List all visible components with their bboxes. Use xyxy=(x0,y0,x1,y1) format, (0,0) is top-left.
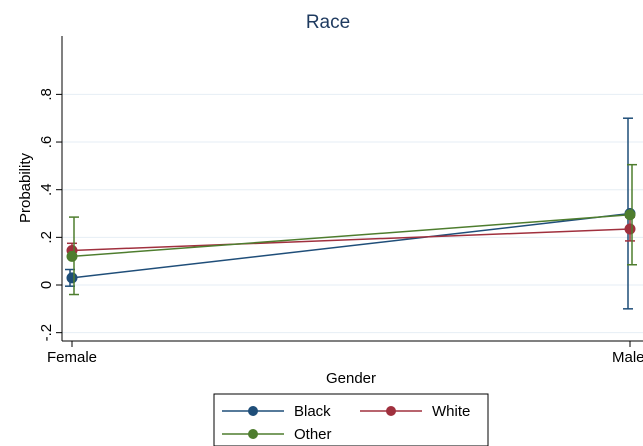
legend-label: White xyxy=(432,403,470,420)
x-axis-title: Gender xyxy=(326,370,376,387)
legend-label: Black xyxy=(294,403,331,420)
legend-item-black: Black xyxy=(222,403,331,420)
series-line xyxy=(71,228,631,252)
legend-label: Other xyxy=(294,426,332,443)
y-tick-label-3: .4 xyxy=(38,183,55,196)
legend-item-other: Other xyxy=(222,426,332,443)
series-line xyxy=(71,212,631,279)
legend: Black White Other xyxy=(213,393,489,446)
legend-swatch-marker xyxy=(386,406,396,416)
legend-box xyxy=(213,393,489,446)
legend-swatch-marker xyxy=(248,406,258,416)
series-line xyxy=(71,213,631,258)
x-tick-label-0: Female xyxy=(47,349,97,366)
series-layer xyxy=(65,117,637,310)
grid-lines xyxy=(62,93,643,334)
x-axis-ticks: Female Male xyxy=(47,341,643,366)
y-tick-label-5: .8 xyxy=(38,88,55,101)
data-point-0 xyxy=(66,250,78,262)
data-point-0 xyxy=(66,272,78,284)
chart-title: Race xyxy=(306,12,350,33)
y-tick-label-4: .6 xyxy=(38,136,55,149)
legend-item-white: White xyxy=(360,403,470,420)
y-axis-ticks: -.2 0 .2 .4 .6 .8 xyxy=(38,88,62,341)
x-tick-label-1: Male xyxy=(612,349,643,366)
y-axis-title: Probability xyxy=(17,152,34,223)
y-tick-label-0: -.2 xyxy=(38,324,55,342)
data-point-1 xyxy=(624,209,636,221)
y-tick-label-2: .2 xyxy=(38,231,55,244)
series-other xyxy=(66,163,637,296)
legend-swatch-marker xyxy=(248,429,258,439)
y-tick-label-1: 0 xyxy=(38,281,55,289)
data-point-1 xyxy=(624,223,636,235)
legend-items: Black White Other xyxy=(222,403,470,443)
